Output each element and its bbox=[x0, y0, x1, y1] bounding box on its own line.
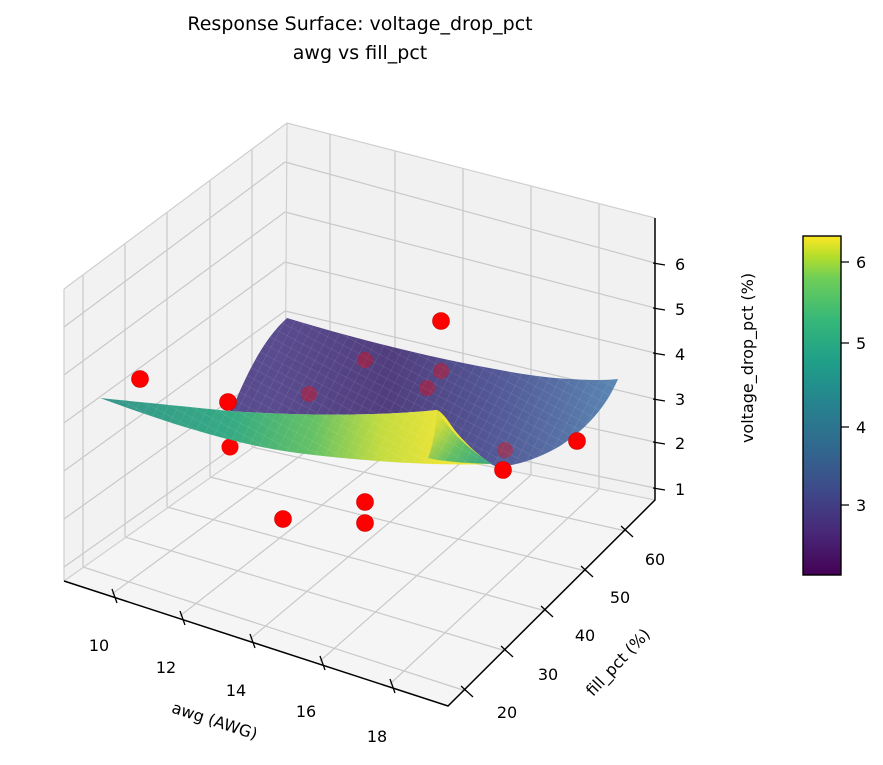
colorbar-tick-label: 3 bbox=[856, 496, 866, 515]
z-tick-label: 2 bbox=[675, 434, 685, 453]
z-axis-label: voltage_drop_pct (%) bbox=[738, 273, 758, 443]
chart-title-line1: Response Surface: voltage_drop_pct bbox=[187, 13, 532, 35]
chart-title-line2: awg vs fill_pct bbox=[293, 42, 427, 64]
scatter-point bbox=[131, 370, 149, 388]
z-tick-label: 6 bbox=[675, 255, 685, 274]
z-tick-label: 3 bbox=[675, 390, 685, 409]
z-tick-label: 1 bbox=[675, 480, 685, 499]
scatter-point-occluded bbox=[419, 380, 435, 396]
x-axis-tick-labels: 10 12 14 16 18 bbox=[89, 636, 387, 746]
spine-xyz bbox=[63, 218, 656, 707]
scatter-point bbox=[219, 393, 237, 411]
x-tick-label: 10 bbox=[89, 636, 109, 655]
scatter-point-occluded bbox=[433, 363, 449, 379]
pane-left-wall bbox=[64, 123, 287, 581]
colorbar-tick-labels: 3 4 5 6 bbox=[856, 253, 866, 515]
axis-spines bbox=[63, 218, 666, 707]
scatter-point bbox=[356, 514, 374, 532]
y-tick-label: 20 bbox=[497, 703, 517, 722]
surface-back-sheet-mesh bbox=[230, 318, 618, 467]
z-axis-tick-labels: 1 2 3 4 5 6 bbox=[675, 255, 685, 499]
scatter-front-group bbox=[131, 312, 586, 532]
z-tick-label: 4 bbox=[675, 345, 685, 364]
y-tick-label: 30 bbox=[538, 665, 558, 684]
scatter-point-occluded bbox=[357, 352, 373, 368]
scatter-point-behind-surface bbox=[221, 438, 239, 456]
x-tick-label: 18 bbox=[367, 727, 387, 746]
y-tick-label: 40 bbox=[575, 626, 595, 645]
colorbar-tick-label: 4 bbox=[856, 418, 866, 437]
scatter-behind-group bbox=[221, 438, 239, 456]
colorbar-tick-label: 5 bbox=[856, 334, 866, 353]
scatter-point-occluded bbox=[301, 386, 317, 402]
scatter-point bbox=[274, 510, 292, 528]
scatter-point-occluded bbox=[497, 442, 513, 458]
x-axis-label: awg (AWG) bbox=[169, 698, 259, 744]
colorbar-gradient bbox=[802, 235, 842, 576]
x-tick-label: 14 bbox=[226, 681, 246, 700]
colorbar-tick-label: 6 bbox=[856, 253, 866, 272]
response-surface bbox=[100, 318, 618, 467]
scatter-dim-group bbox=[301, 352, 513, 458]
pane-edges bbox=[63, 122, 656, 582]
scatter-point bbox=[356, 493, 374, 511]
y-axis-tick-labels: 20 30 40 50 60 bbox=[497, 550, 665, 722]
surface-front-flap-mesh bbox=[100, 398, 492, 465]
y-tick-label: 60 bbox=[645, 550, 665, 569]
x-tick-label: 16 bbox=[296, 702, 316, 721]
z-tick-label: 5 bbox=[675, 300, 685, 319]
colorbar-ticks bbox=[841, 261, 849, 506]
scatter-point bbox=[432, 312, 450, 330]
y-tick-label: 50 bbox=[610, 588, 630, 607]
scatter-point bbox=[494, 461, 512, 479]
x-tick-label: 12 bbox=[156, 658, 176, 677]
scatter-point bbox=[568, 432, 586, 450]
colorbar: 3 4 5 6 bbox=[802, 235, 866, 576]
